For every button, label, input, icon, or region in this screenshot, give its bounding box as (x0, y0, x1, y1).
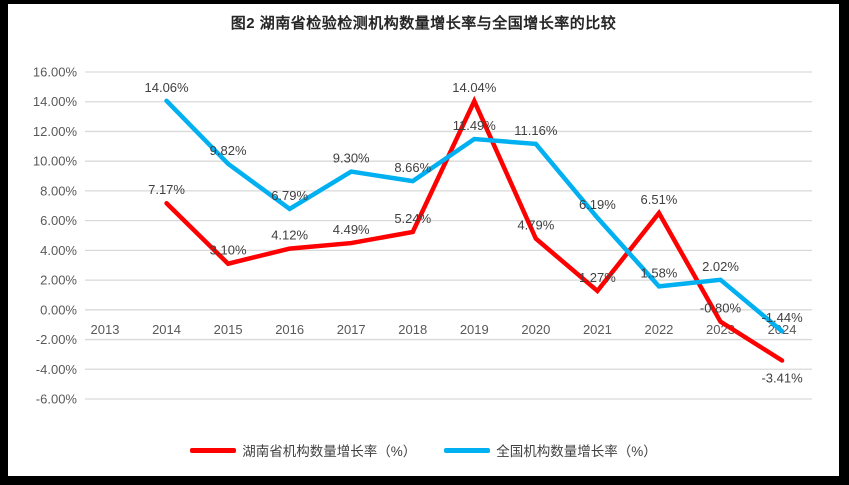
y-tick-label: -6.00% (36, 391, 78, 406)
x-tick-label: 2016 (275, 322, 304, 337)
y-tick-label: 2.00% (40, 273, 77, 288)
x-tick-label: 2017 (337, 322, 366, 337)
chart-legend: 湖南省机构数量增长率（%） 全国机构数量增长率（%） (8, 440, 839, 460)
legend-line-swatch-national (444, 447, 491, 453)
x-tick-label: 2015 (214, 322, 243, 337)
x-tick-label: 2020 (521, 322, 550, 337)
chart-title: 图2 湖南省检验检测机构数量增长率与全国增长率的比较 (230, 15, 617, 32)
y-tick-label: 16.00% (33, 65, 78, 80)
data-label: -0.80% (700, 301, 742, 316)
x-tick-label: 2018 (398, 322, 427, 337)
data-label: 14.04% (452, 80, 497, 95)
y-tick-label: 0.00% (40, 302, 77, 317)
legend-item-hunan: 湖南省机构数量增长率（%） (190, 440, 416, 460)
y-tick-label: -2.00% (36, 332, 78, 347)
y-tick-label: 8.00% (40, 183, 77, 198)
legend-label-national: 全国机构数量增长率（%） (496, 444, 657, 459)
y-tick-label: -4.00% (36, 362, 78, 377)
legend-item-national: 全国机构数量增长率（%） (444, 440, 657, 460)
legend-label-hunan: 湖南省机构数量增长率（%） (242, 444, 417, 459)
x-tick-label: 2014 (152, 322, 181, 337)
data-label: 8.66% (394, 160, 431, 175)
legend-line-swatch-hunan (190, 447, 237, 453)
data-label: 1.58% (641, 265, 678, 280)
y-tick-label: 10.00% (33, 154, 78, 169)
data-label: 9.82% (210, 143, 247, 158)
data-label: 6.79% (271, 188, 308, 203)
data-label: 7.17% (148, 182, 185, 197)
data-label: 11.16% (514, 123, 558, 138)
data-label: 14.06% (145, 80, 190, 95)
data-label: 3.10% (210, 243, 247, 258)
data-label: 4.49% (333, 222, 370, 237)
x-tick-label: 2021 (583, 322, 612, 337)
y-tick-label: 4.00% (40, 243, 77, 258)
data-label: 6.19% (579, 197, 616, 212)
data-label: 1.27% (579, 270, 616, 285)
data-label: -1.44% (761, 310, 803, 325)
y-tick-label: 14.00% (33, 94, 78, 109)
series-line (164, 98, 785, 334)
data-label: -3.41% (761, 371, 803, 386)
data-label: 11.49% (453, 118, 497, 133)
y-tick-label: 12.00% (33, 124, 78, 139)
chart-canvas: 图2 湖南省检验检测机构数量增长率与全国增长率的比较 16.00% 14.00% 1… (8, 4, 839, 476)
series-line (164, 95, 785, 363)
y-tick-label: 6.00% (40, 213, 77, 228)
x-tick-label: 2022 (644, 322, 673, 337)
data-label: 4.12% (271, 228, 308, 243)
data-label: 5.24% (394, 211, 431, 226)
data-label: 9.30% (333, 151, 370, 166)
data-label: 4.79% (517, 218, 554, 233)
chart-plot-area: 16.00% 14.00% 12.00% 10.00% 8.00% 6.00% 4.00% 2… (33, 65, 812, 406)
data-label: 6.51% (641, 192, 678, 207)
data-label: 2.02% (702, 259, 739, 274)
x-tick-label: 2013 (91, 322, 120, 337)
x-tick-label: 2019 (460, 322, 489, 337)
